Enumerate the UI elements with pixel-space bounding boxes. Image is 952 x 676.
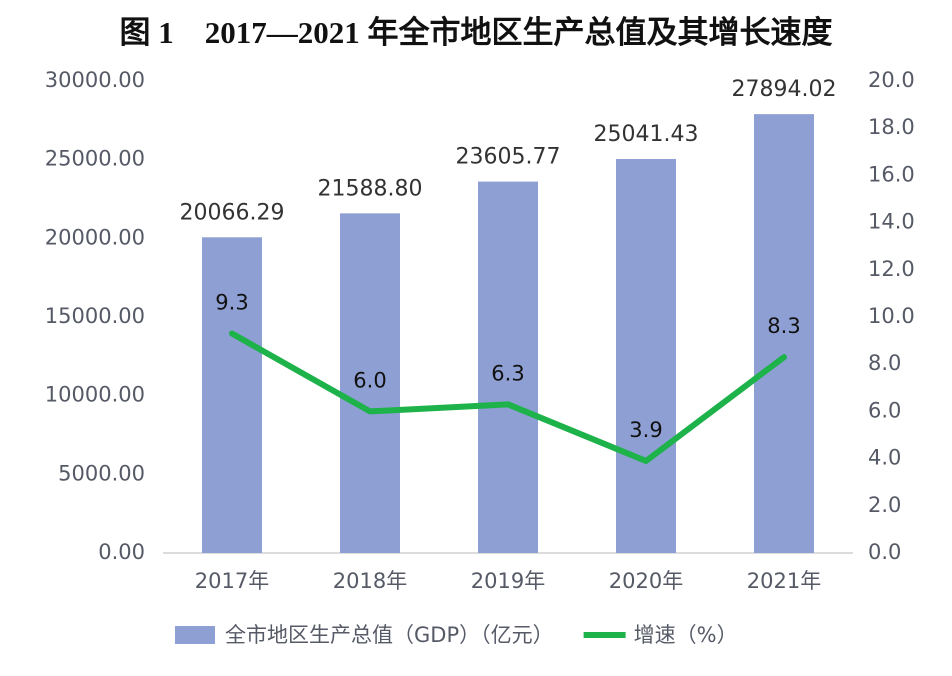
bar [754,114,814,553]
line-value-label: 8.3 [767,314,800,338]
y2-tick-label: 4.0 [868,446,901,470]
x-tick-label: 2021年 [747,569,821,593]
x-tick-label: 2018年 [333,569,407,593]
bar-value-label: 21588.80 [318,176,423,201]
y-tick-label: 15000.00 [45,304,145,328]
y2-tick-label: 14.0 [868,210,915,234]
legend-label: 增速（%） [634,623,738,647]
y2-tick-label: 20.0 [868,68,915,92]
line-value-label: 9.3 [215,291,248,315]
y2-tick-label: 0.0 [868,540,901,564]
y-tick-label: 10000.00 [45,383,145,407]
y2-tick-label: 18.0 [868,115,915,139]
y-tick-label: 5000.00 [58,461,145,485]
line-value-label: 6.0 [353,368,386,392]
bar [478,181,538,554]
line-value-label: 6.3 [491,361,524,385]
y2-tick-label: 2.0 [868,493,901,517]
bar [202,237,262,553]
x-tick-label: 2019年 [471,569,545,593]
bar-value-label: 23605.77 [456,145,561,170]
chart-title: 图 1 2017—2021 年全市地区生产总值及其增长速度 [120,15,833,50]
y-tick-label: 20000.00 [45,225,145,249]
y2-tick-label: 12.0 [868,257,915,281]
bar-value-label: 20066.29 [180,200,285,225]
y-tick-label: 0.00 [98,540,145,564]
bar-value-label: 25041.43 [594,122,699,147]
y2-tick-label: 8.0 [868,351,901,375]
y-tick-label: 25000.00 [45,147,145,171]
x-tick-label: 2020年 [609,569,683,593]
bar-value-label: 27894.02 [732,77,837,102]
x-tick-label: 2017年 [195,569,269,593]
bar [340,213,400,553]
line-value-label: 3.9 [629,418,662,442]
y2-tick-label: 6.0 [868,398,901,422]
bar [616,159,676,553]
y-tick-label: 30000.00 [45,68,145,92]
y2-tick-label: 16.0 [868,162,915,186]
line [229,330,787,464]
legend-swatch [175,626,215,644]
y2-tick-label: 10.0 [868,304,915,328]
legend-label: 全市地区生产总值（GDP）（亿元） [225,623,554,647]
